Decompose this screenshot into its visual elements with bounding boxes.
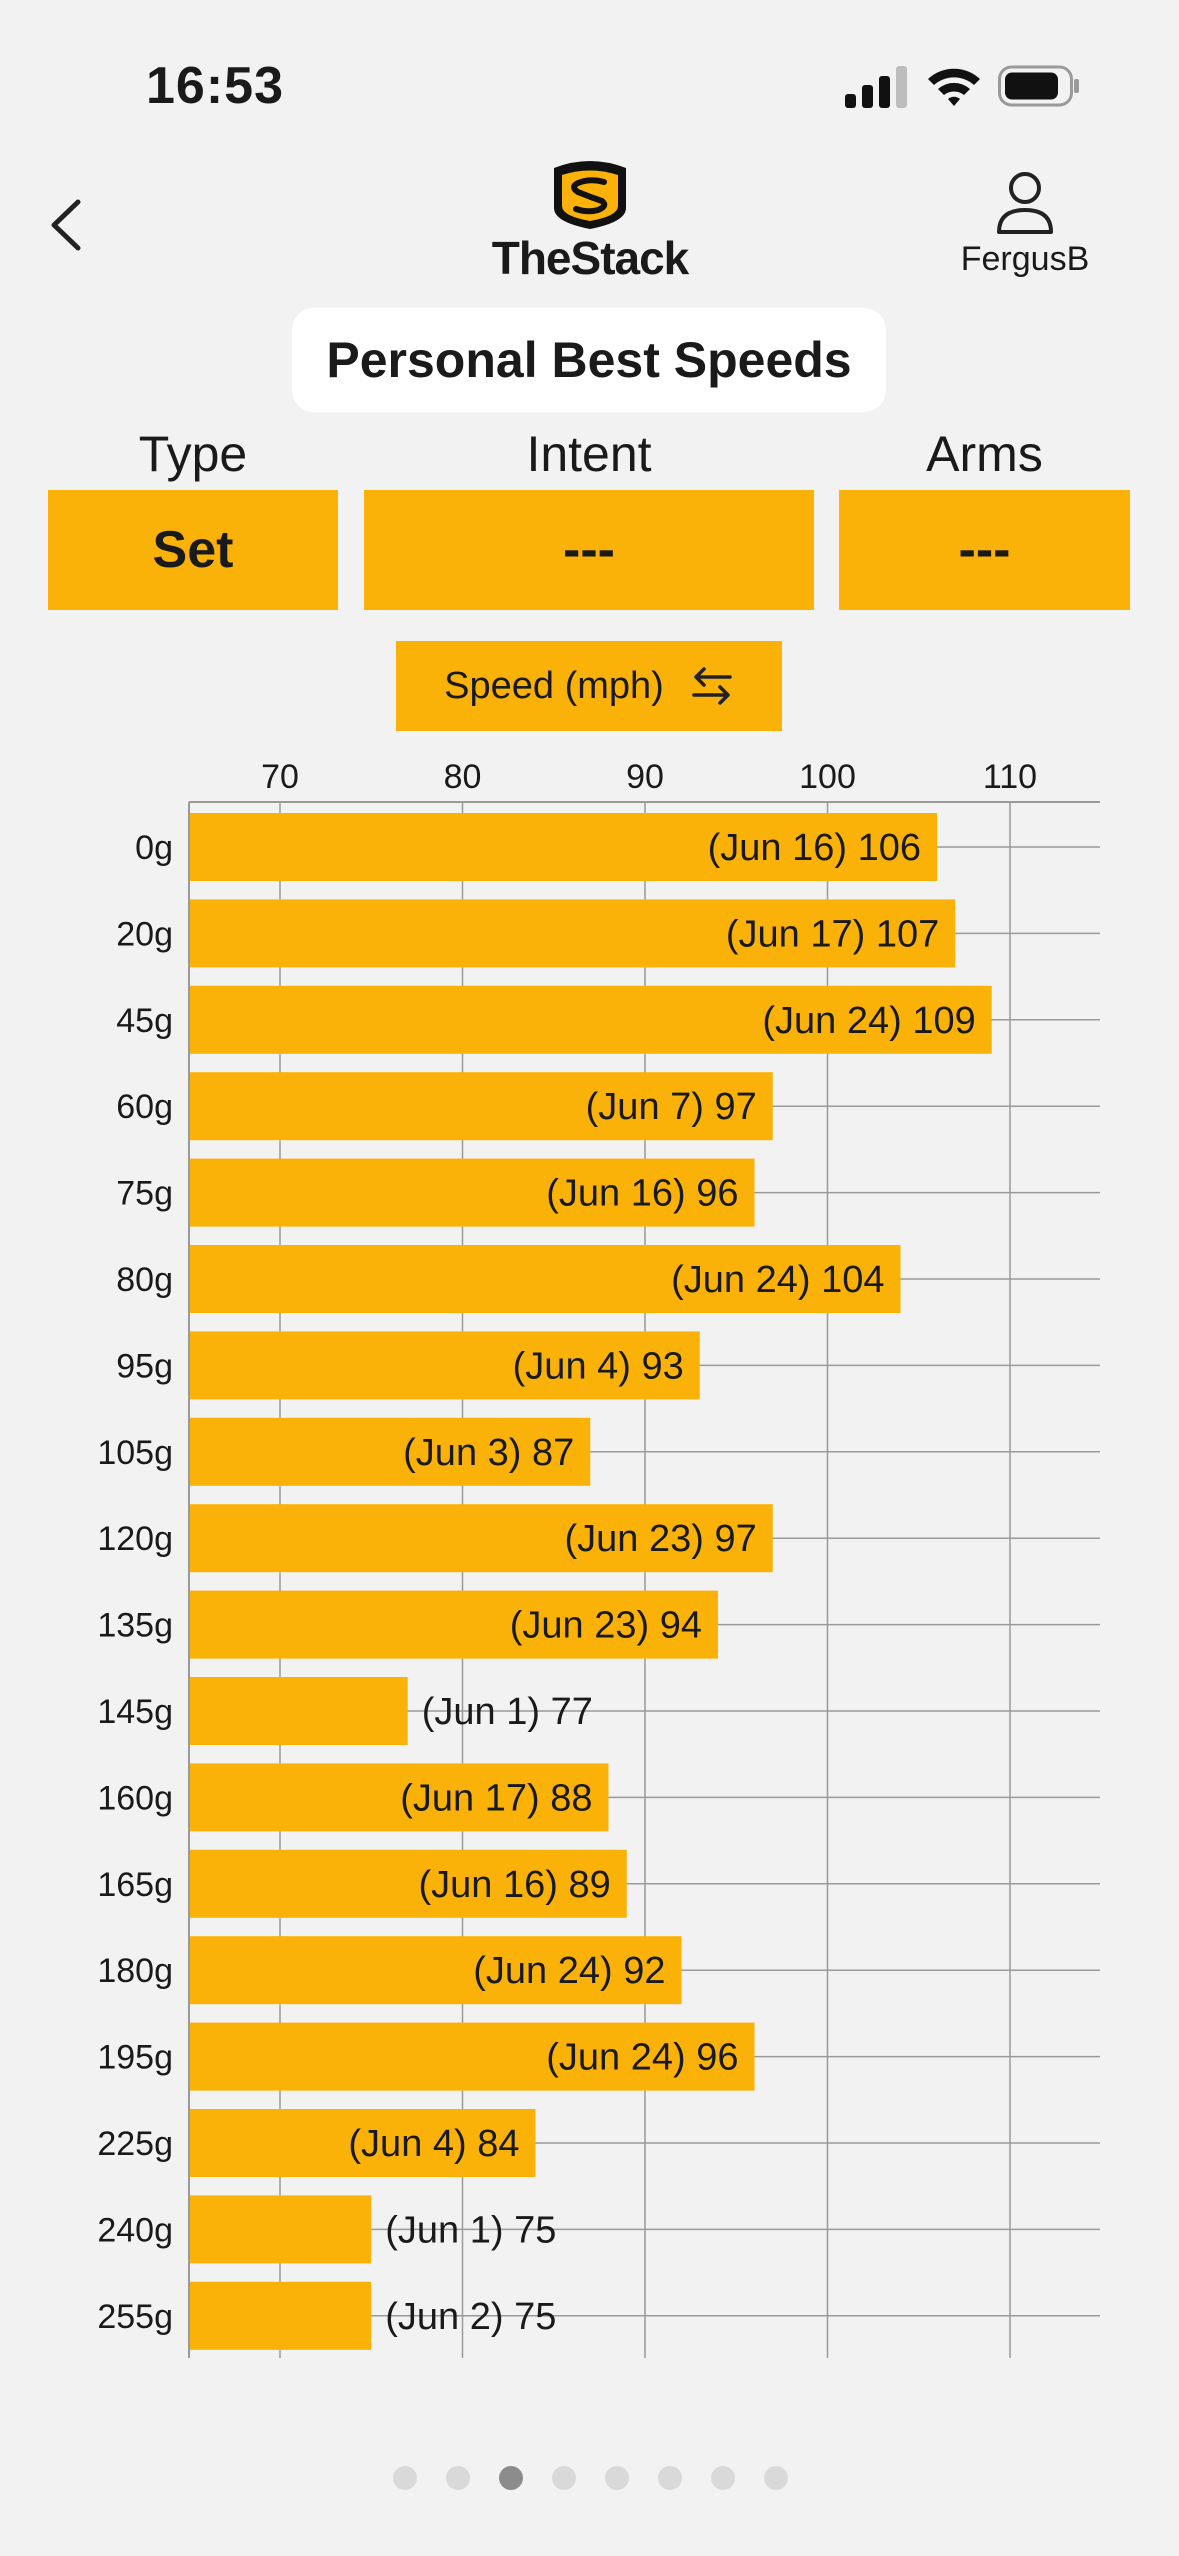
bar xyxy=(189,1331,700,1400)
bar xyxy=(189,2281,372,2350)
page-dot[interactable] xyxy=(764,2466,788,2490)
category-label: 165g xyxy=(97,1866,173,1904)
bar xyxy=(189,1417,591,1486)
data-label: (Jun 23) 97 xyxy=(565,1518,757,1560)
page-dot[interactable] xyxy=(552,2466,576,2490)
x-tick-label: 80 xyxy=(444,758,482,796)
data-label: (Jun 4) 84 xyxy=(348,2123,519,2165)
stack-logo-icon xyxy=(554,161,626,229)
category-label: 95g xyxy=(116,1347,173,1385)
category-label: 145g xyxy=(97,1693,173,1731)
page-dot[interactable] xyxy=(499,2466,523,2490)
page-dot[interactable] xyxy=(605,2466,629,2490)
data-label: (Jun 16) 106 xyxy=(708,827,921,869)
bar xyxy=(189,1504,773,1573)
category-label: 135g xyxy=(97,1607,173,1645)
data-label: (Jun 24) 96 xyxy=(546,2037,738,2079)
data-label: (Jun 24) 104 xyxy=(671,1259,884,1301)
category-label: 45g xyxy=(116,1002,173,1040)
bar xyxy=(189,985,992,1054)
bar xyxy=(189,1936,682,2005)
bar xyxy=(189,1849,627,1918)
x-tick-label: 70 xyxy=(261,758,299,796)
data-label: (Jun 2) 75 xyxy=(385,2296,556,2338)
filter-label-type: Type xyxy=(138,426,248,482)
page-dot[interactable] xyxy=(711,2466,735,2490)
filter-label-intent: Intent xyxy=(526,426,652,482)
personal-best-bar-chart: 70 80 90 100 110 0g 20g 45g 60g 75g 80g 95g 105g 120g… xyxy=(97,758,1100,2358)
page-dot[interactable] xyxy=(446,2466,470,2490)
data-label: (Jun 16) 96 xyxy=(546,1173,738,1215)
page-title: Personal Best Speeds xyxy=(292,308,886,412)
category-label: 195g xyxy=(97,2039,173,2077)
swap-arrows-icon xyxy=(692,667,732,705)
bar xyxy=(189,1158,755,1227)
metric-toggle-button[interactable]: Speed (mph) xyxy=(396,641,782,731)
status-bar: 16:53 xyxy=(0,0,1179,160)
data-label: (Jun 24) 109 xyxy=(762,1000,975,1042)
data-label: (Jun 7) 97 xyxy=(586,1086,757,1128)
bar xyxy=(189,2022,755,2091)
bar xyxy=(189,1763,609,1832)
page-indicator xyxy=(0,2466,1179,2496)
category-label: 240g xyxy=(97,2211,173,2249)
user-profile[interactable]: FergusB xyxy=(940,170,1110,280)
status-time: 16:53 xyxy=(146,57,284,115)
category-label: 80g xyxy=(116,1261,173,1299)
bar xyxy=(189,899,956,968)
thestack-logo: TheStack xyxy=(470,155,710,285)
category-label: 160g xyxy=(97,1779,173,1817)
category-label: 75g xyxy=(116,1175,173,1213)
wifi-icon xyxy=(928,68,980,106)
logo-text: TheStack xyxy=(491,232,690,284)
bar xyxy=(189,1677,408,1745)
data-label: (Jun 23) 94 xyxy=(510,1605,702,1647)
cellular-signal-icon xyxy=(845,66,907,108)
arms-selector[interactable]: --- xyxy=(839,490,1130,610)
data-label: (Jun 17) 107 xyxy=(726,913,939,955)
metric-toggle-label: Speed (mph) xyxy=(444,664,664,707)
bar xyxy=(189,1072,773,1141)
category-label: 20g xyxy=(116,915,173,953)
username: FergusB xyxy=(960,240,1090,278)
data-label: (Jun 1) 77 xyxy=(422,1691,593,1733)
x-tick-label: 100 xyxy=(799,758,856,796)
intent-selector[interactable]: --- xyxy=(364,490,814,610)
back-chevron-icon[interactable] xyxy=(40,190,100,260)
category-label: 0g xyxy=(135,829,173,867)
bar xyxy=(189,2109,536,2177)
category-label: 180g xyxy=(97,1952,173,1990)
category-label: 60g xyxy=(116,1088,173,1126)
category-label: 225g xyxy=(97,2125,173,2163)
data-label: (Jun 3) 87 xyxy=(403,1432,574,1474)
user-icon xyxy=(997,172,1053,234)
bar xyxy=(189,1245,901,1313)
data-label: (Jun 4) 93 xyxy=(513,1345,684,1387)
page-dot[interactable] xyxy=(658,2466,682,2490)
category-label: 255g xyxy=(97,2298,173,2336)
filter-label-arms: Arms xyxy=(926,426,1043,482)
x-tick-label: 110 xyxy=(983,758,1037,796)
bar xyxy=(189,1590,718,1659)
x-tick-label: 90 xyxy=(626,758,664,796)
category-label: 105g xyxy=(97,1434,173,1472)
data-label: (Jun 1) 75 xyxy=(385,2209,556,2251)
bar xyxy=(189,2195,372,2264)
type-selector[interactable]: Set xyxy=(48,490,338,610)
data-label: (Jun 24) 92 xyxy=(473,1950,665,1992)
bar xyxy=(189,813,937,881)
data-label: (Jun 16) 89 xyxy=(419,1864,611,1906)
data-label: (Jun 17) 88 xyxy=(400,1777,592,1819)
page-dot[interactable] xyxy=(393,2466,417,2490)
battery-icon xyxy=(998,65,1079,107)
category-label: 120g xyxy=(97,1520,173,1558)
